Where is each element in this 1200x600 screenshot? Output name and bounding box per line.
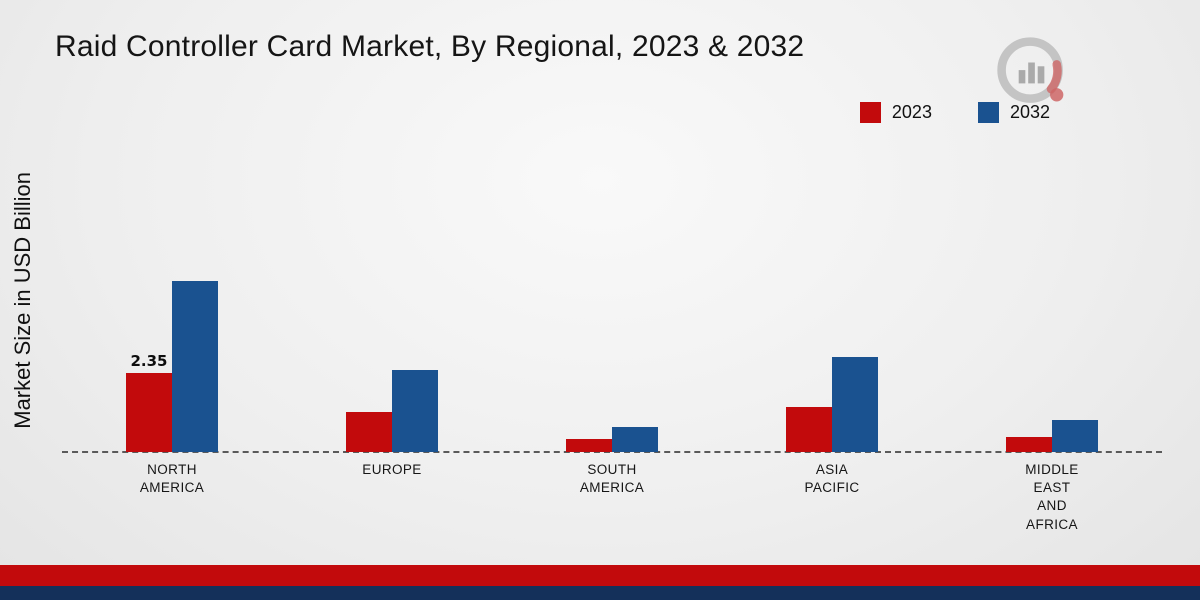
- bar-groups: 2.35 NORTH AMERICA EUROPE SOUTH AMERICA ASIA PA…: [62, 281, 1162, 532]
- bar-group: MIDDLE EAST AND AFRICA: [1006, 420, 1098, 532]
- bar-2023-middle-east-and-africa: [1006, 437, 1052, 452]
- bar-2023-europe: [346, 412, 392, 452]
- bar-slot: [566, 439, 612, 452]
- bar-group: 2.35 NORTH AMERICA: [126, 281, 218, 495]
- legend: 2023 2032: [859, 102, 1050, 123]
- legend-label: 2023: [891, 102, 932, 122]
- bar-slot: [1006, 437, 1052, 452]
- bar-group: SOUTH AMERICA: [566, 427, 658, 495]
- category-label: ASIA PACIFIC: [804, 462, 860, 496]
- brand-logo-icon: [997, 37, 1064, 103]
- bar-slot: [172, 281, 218, 452]
- bar-2023-asia-pacific: [786, 407, 832, 452]
- bar-group: ASIA PACIFIC: [786, 357, 878, 495]
- chart-title: Raid Controller Card Market, By Regional…: [55, 30, 805, 63]
- bar-slot: [392, 370, 438, 452]
- plot-area: 2.35 NORTH AMERICA EUROPE SOUTH AMERICA ASIA PA…: [62, 120, 1162, 532]
- bar-2023-north-america: [126, 373, 172, 452]
- bar-2032-south-america: [612, 427, 658, 452]
- legend-item-2023: 2023: [859, 102, 932, 123]
- legend-label: 2032: [1009, 102, 1050, 122]
- zero-baseline-dashed: [62, 451, 1162, 453]
- bar-slot: [346, 412, 392, 452]
- bar-2032-middle-east-and-africa: [1052, 420, 1098, 452]
- bar-2023-south-america: [566, 439, 612, 452]
- y-axis-label-wrap: Market Size in USD Billion: [2, 130, 44, 470]
- legend-swatch-icon: [977, 102, 999, 123]
- legend-swatch-icon: [859, 102, 881, 123]
- bar-group: EUROPE: [346, 370, 438, 477]
- bar-slot: [1052, 420, 1098, 452]
- legend-item-2032: 2032: [977, 102, 1050, 123]
- bar-2032-north-america: [172, 281, 218, 452]
- bar-2032-asia-pacific: [832, 357, 878, 452]
- y-axis-label: Market Size in USD Billion: [10, 171, 35, 429]
- category-label: MIDDLE EAST AND AFRICA: [1025, 462, 1079, 532]
- category-label: EUROPE: [362, 462, 422, 477]
- bar-value-label: 2.35: [130, 352, 168, 370]
- bar-slot: [786, 407, 832, 452]
- footer-red-strip: [0, 565, 1200, 586]
- bar-slot: 2.35: [126, 352, 172, 452]
- category-label: NORTH AMERICA: [139, 462, 205, 496]
- category-label: SOUTH AMERICA: [579, 462, 645, 496]
- footer-blue-strip: [0, 586, 1200, 600]
- bar-2032-europe: [392, 370, 438, 452]
- bar-slot: [832, 357, 878, 452]
- bar-slot: [612, 427, 658, 452]
